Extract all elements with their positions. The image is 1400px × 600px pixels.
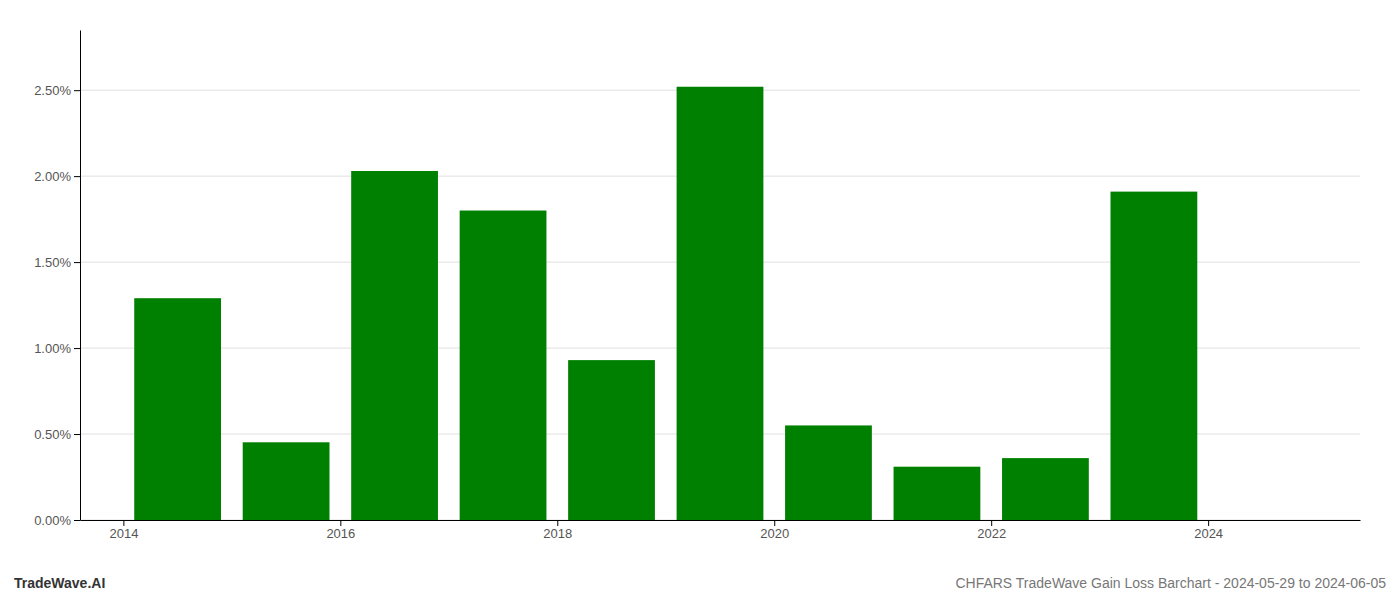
tick-label: 2014 <box>109 526 138 541</box>
tick: 1.00% <box>34 341 80 356</box>
tick: 2.00% <box>34 169 80 184</box>
bar <box>785 425 872 520</box>
tick-label: 1.00% <box>34 341 71 356</box>
footer-right: CHFARS TradeWave Gain Loss Barchart - 20… <box>955 575 1386 591</box>
bar <box>351 171 438 520</box>
plot: 2014 2016 2018 2020 2022 2024 0.00% 0.50% 1.00% 1… <box>34 31 1360 542</box>
bar <box>1111 192 1198 520</box>
tick-label: 2024 <box>1194 526 1223 541</box>
tick: 2.50% <box>34 83 80 98</box>
tick-mark <box>1208 520 1209 526</box>
tick-mark <box>123 520 124 526</box>
tick-label: 2018 <box>543 526 572 541</box>
bar <box>677 87 764 520</box>
bar <box>460 211 547 520</box>
bars <box>134 87 1197 520</box>
tick-mark <box>74 176 80 177</box>
tick: 1.50% <box>34 255 80 270</box>
bar <box>1002 458 1089 520</box>
tick-mark <box>340 520 341 526</box>
tick-mark <box>74 90 80 91</box>
tick-mark <box>74 262 80 263</box>
footer-left: TradeWave.AI <box>14 575 105 591</box>
bar <box>894 467 981 520</box>
chart: 2014 2016 2018 2020 2022 2024 0.00% 0.50% 1.00% 1… <box>0 0 1400 600</box>
tick: 2018 <box>543 520 572 541</box>
tick: 2016 <box>326 520 355 541</box>
tick-mark <box>74 520 80 521</box>
tick-mark <box>557 520 558 526</box>
tick: 0.50% <box>34 427 80 442</box>
tick: 2014 <box>109 520 138 541</box>
bar <box>1219 520 1306 521</box>
axis-line <box>81 520 1361 521</box>
tick-mark <box>74 434 80 435</box>
tick-label: 2020 <box>760 526 789 541</box>
tick: 0.00% <box>34 513 80 528</box>
tick-label: 2016 <box>326 526 355 541</box>
tick-mark <box>774 520 775 526</box>
tick-mark <box>74 348 80 349</box>
bar <box>243 442 330 520</box>
axis-line <box>80 31 81 521</box>
tick: 2022 <box>977 520 1006 541</box>
x-axis: 2014 2016 2018 2020 2022 2024 <box>81 520 1361 541</box>
tick-label: 1.50% <box>34 255 71 270</box>
tick: 2020 <box>760 520 789 541</box>
tick-label: 0.50% <box>34 427 71 442</box>
tick: 2024 <box>1194 520 1223 541</box>
y-axis: 0.00% 0.50% 1.00% 1.50% 2.00% 2.50% <box>34 31 80 528</box>
bar <box>568 360 655 520</box>
tick-label: 2.50% <box>34 83 71 98</box>
tick-label: 2022 <box>977 526 1006 541</box>
tick-label: 2.00% <box>34 169 71 184</box>
bar <box>134 298 221 520</box>
tick-mark <box>991 520 992 526</box>
tick-label: 0.00% <box>34 513 71 528</box>
